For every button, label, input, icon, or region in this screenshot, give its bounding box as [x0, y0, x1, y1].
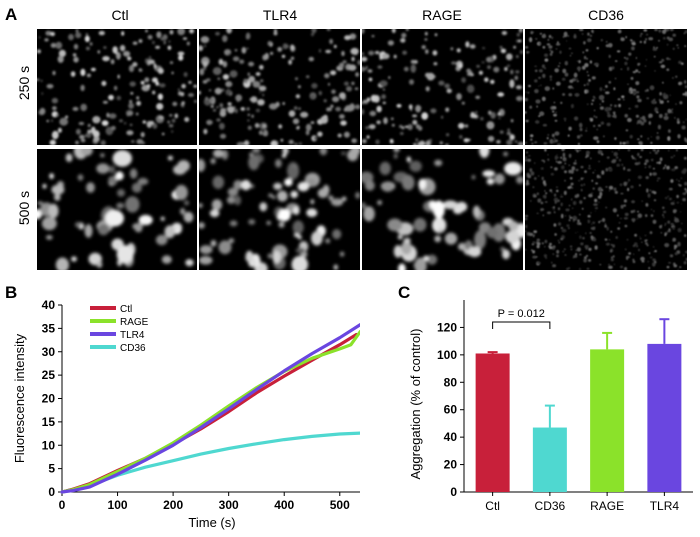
x-tick-label-rage: RAGE	[590, 499, 624, 513]
legend-label-tlr4: TLR4	[120, 330, 145, 341]
series-line-tlr4	[60, 323, 360, 494]
y-tick-label: 20	[42, 392, 56, 406]
legend-label-ctl: Ctl	[120, 304, 132, 315]
y-tick-label: 25	[42, 368, 56, 382]
x-axis-label: Time (s)	[188, 515, 235, 530]
y-tick-label: 30	[42, 345, 56, 359]
y-tick-label: 10	[42, 438, 56, 452]
col-label-tlr4: TLR4	[262, 7, 298, 23]
bar-rage	[590, 349, 625, 492]
col-label-rage: RAGE	[422, 7, 462, 23]
x-tick-label: 100	[108, 498, 128, 512]
col-label-ctl: Ctl	[111, 7, 129, 23]
micrograph-cd36-250s	[525, 29, 687, 145]
legend-label-rage: RAGE	[120, 317, 149, 328]
y-tick-label: 120	[437, 320, 457, 334]
bar-tlr4	[647, 343, 682, 492]
micrograph-tlr4-250s	[199, 29, 360, 145]
micrograph-cd36-500s	[525, 149, 687, 270]
panel-b-letter: B	[5, 283, 18, 302]
y-tick-label: 40	[444, 430, 458, 444]
micrograph-ctl-250s	[37, 29, 197, 145]
x-tick-label: 500	[330, 498, 350, 512]
series-line-rage	[60, 330, 360, 494]
x-tick-label: 400	[274, 498, 294, 512]
y-tick-label: 35	[42, 321, 56, 335]
row-label-500s: 500 s	[16, 190, 32, 226]
row-label-250s: 250 s	[16, 65, 32, 101]
y-tick-label: 5	[48, 462, 55, 476]
y-tick-label: 0	[450, 485, 457, 499]
series-line-cd36	[60, 431, 360, 494]
panel-a-letter: A	[5, 5, 18, 24]
panel-c-letter: C	[398, 283, 411, 302]
micrograph-rage-500s	[362, 149, 523, 270]
x-tick-label: 200	[163, 498, 183, 512]
significance-label: P = 0.012	[498, 308, 545, 320]
legend-label-cd36: CD36	[120, 343, 146, 354]
y-tick-label: 40	[42, 298, 56, 312]
x-tick-label: 300	[219, 498, 239, 512]
y-tick-label: 100	[437, 348, 457, 362]
y-tick-label: 0	[48, 485, 55, 499]
y-tick-label: 20	[444, 458, 458, 472]
y-axis-label: Aggregation (% of control)	[408, 328, 423, 479]
x-tick-label-cd36: CD36	[535, 499, 566, 513]
y-tick-label: 80	[444, 375, 458, 389]
micrograph-ctl-500s	[37, 149, 197, 270]
bar-chart: 0 20 40 60 80 100 120 Aggregation (% of control…	[408, 300, 693, 513]
x-tick-label-tlr4: TLR4	[650, 499, 680, 513]
x-tick-label-ctl: Ctl	[485, 499, 500, 513]
x-tick-label: 0	[59, 498, 66, 512]
micrograph-tlr4-500s	[199, 149, 360, 270]
significance-bracket	[492, 321, 551, 329]
y-tick-label: 60	[444, 403, 458, 417]
y-axis-label: Fluorescence intensity	[12, 333, 27, 463]
bar-cd36	[532, 427, 567, 492]
micrograph-rage-250s	[362, 29, 523, 145]
col-label-cd36: CD36	[588, 7, 624, 23]
bar-ctl	[475, 353, 510, 492]
y-tick-label: 15	[42, 415, 56, 429]
